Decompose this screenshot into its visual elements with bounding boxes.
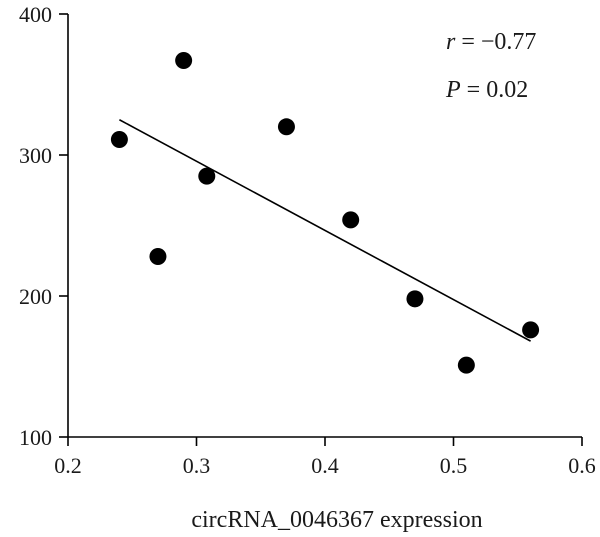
data-point (175, 52, 193, 70)
x-ticks: 0.2 0.3 0.4 0.5 0.6 (54, 437, 596, 478)
regression-line (119, 119, 531, 342)
x-tick-label: 0.2 (54, 453, 82, 478)
y-tick-label: 300 (19, 143, 52, 168)
data-point (406, 290, 424, 308)
y-tick-label: 200 (19, 284, 52, 309)
data-point (198, 167, 216, 185)
x-tick-label: 0.4 (311, 453, 339, 478)
y-tick-label: 100 (19, 425, 52, 450)
p-symbol: P (445, 77, 461, 103)
y-tick-label: 400 (19, 2, 52, 27)
y-ticks: 100 200 300 400 (19, 2, 68, 450)
p-annotation: P = 0.02 (445, 77, 528, 103)
x-tick-label: 0.3 (183, 453, 211, 478)
data-point (522, 321, 540, 339)
p-value: = 0.02 (461, 77, 529, 103)
data-point (277, 118, 295, 136)
x-axis-title: circRNA_0046367 expression (191, 507, 482, 533)
data-point (110, 130, 128, 148)
data-point (342, 211, 360, 229)
x-tick-label: 0.6 (568, 453, 596, 478)
r-symbol: r (446, 29, 456, 55)
data-point (457, 356, 475, 374)
data-point (149, 248, 167, 266)
r-annotation: r = −0.77 (446, 29, 536, 55)
x-tick-label: 0.5 (440, 453, 468, 478)
r-value: = −0.77 (455, 29, 536, 55)
data-points (110, 52, 540, 374)
